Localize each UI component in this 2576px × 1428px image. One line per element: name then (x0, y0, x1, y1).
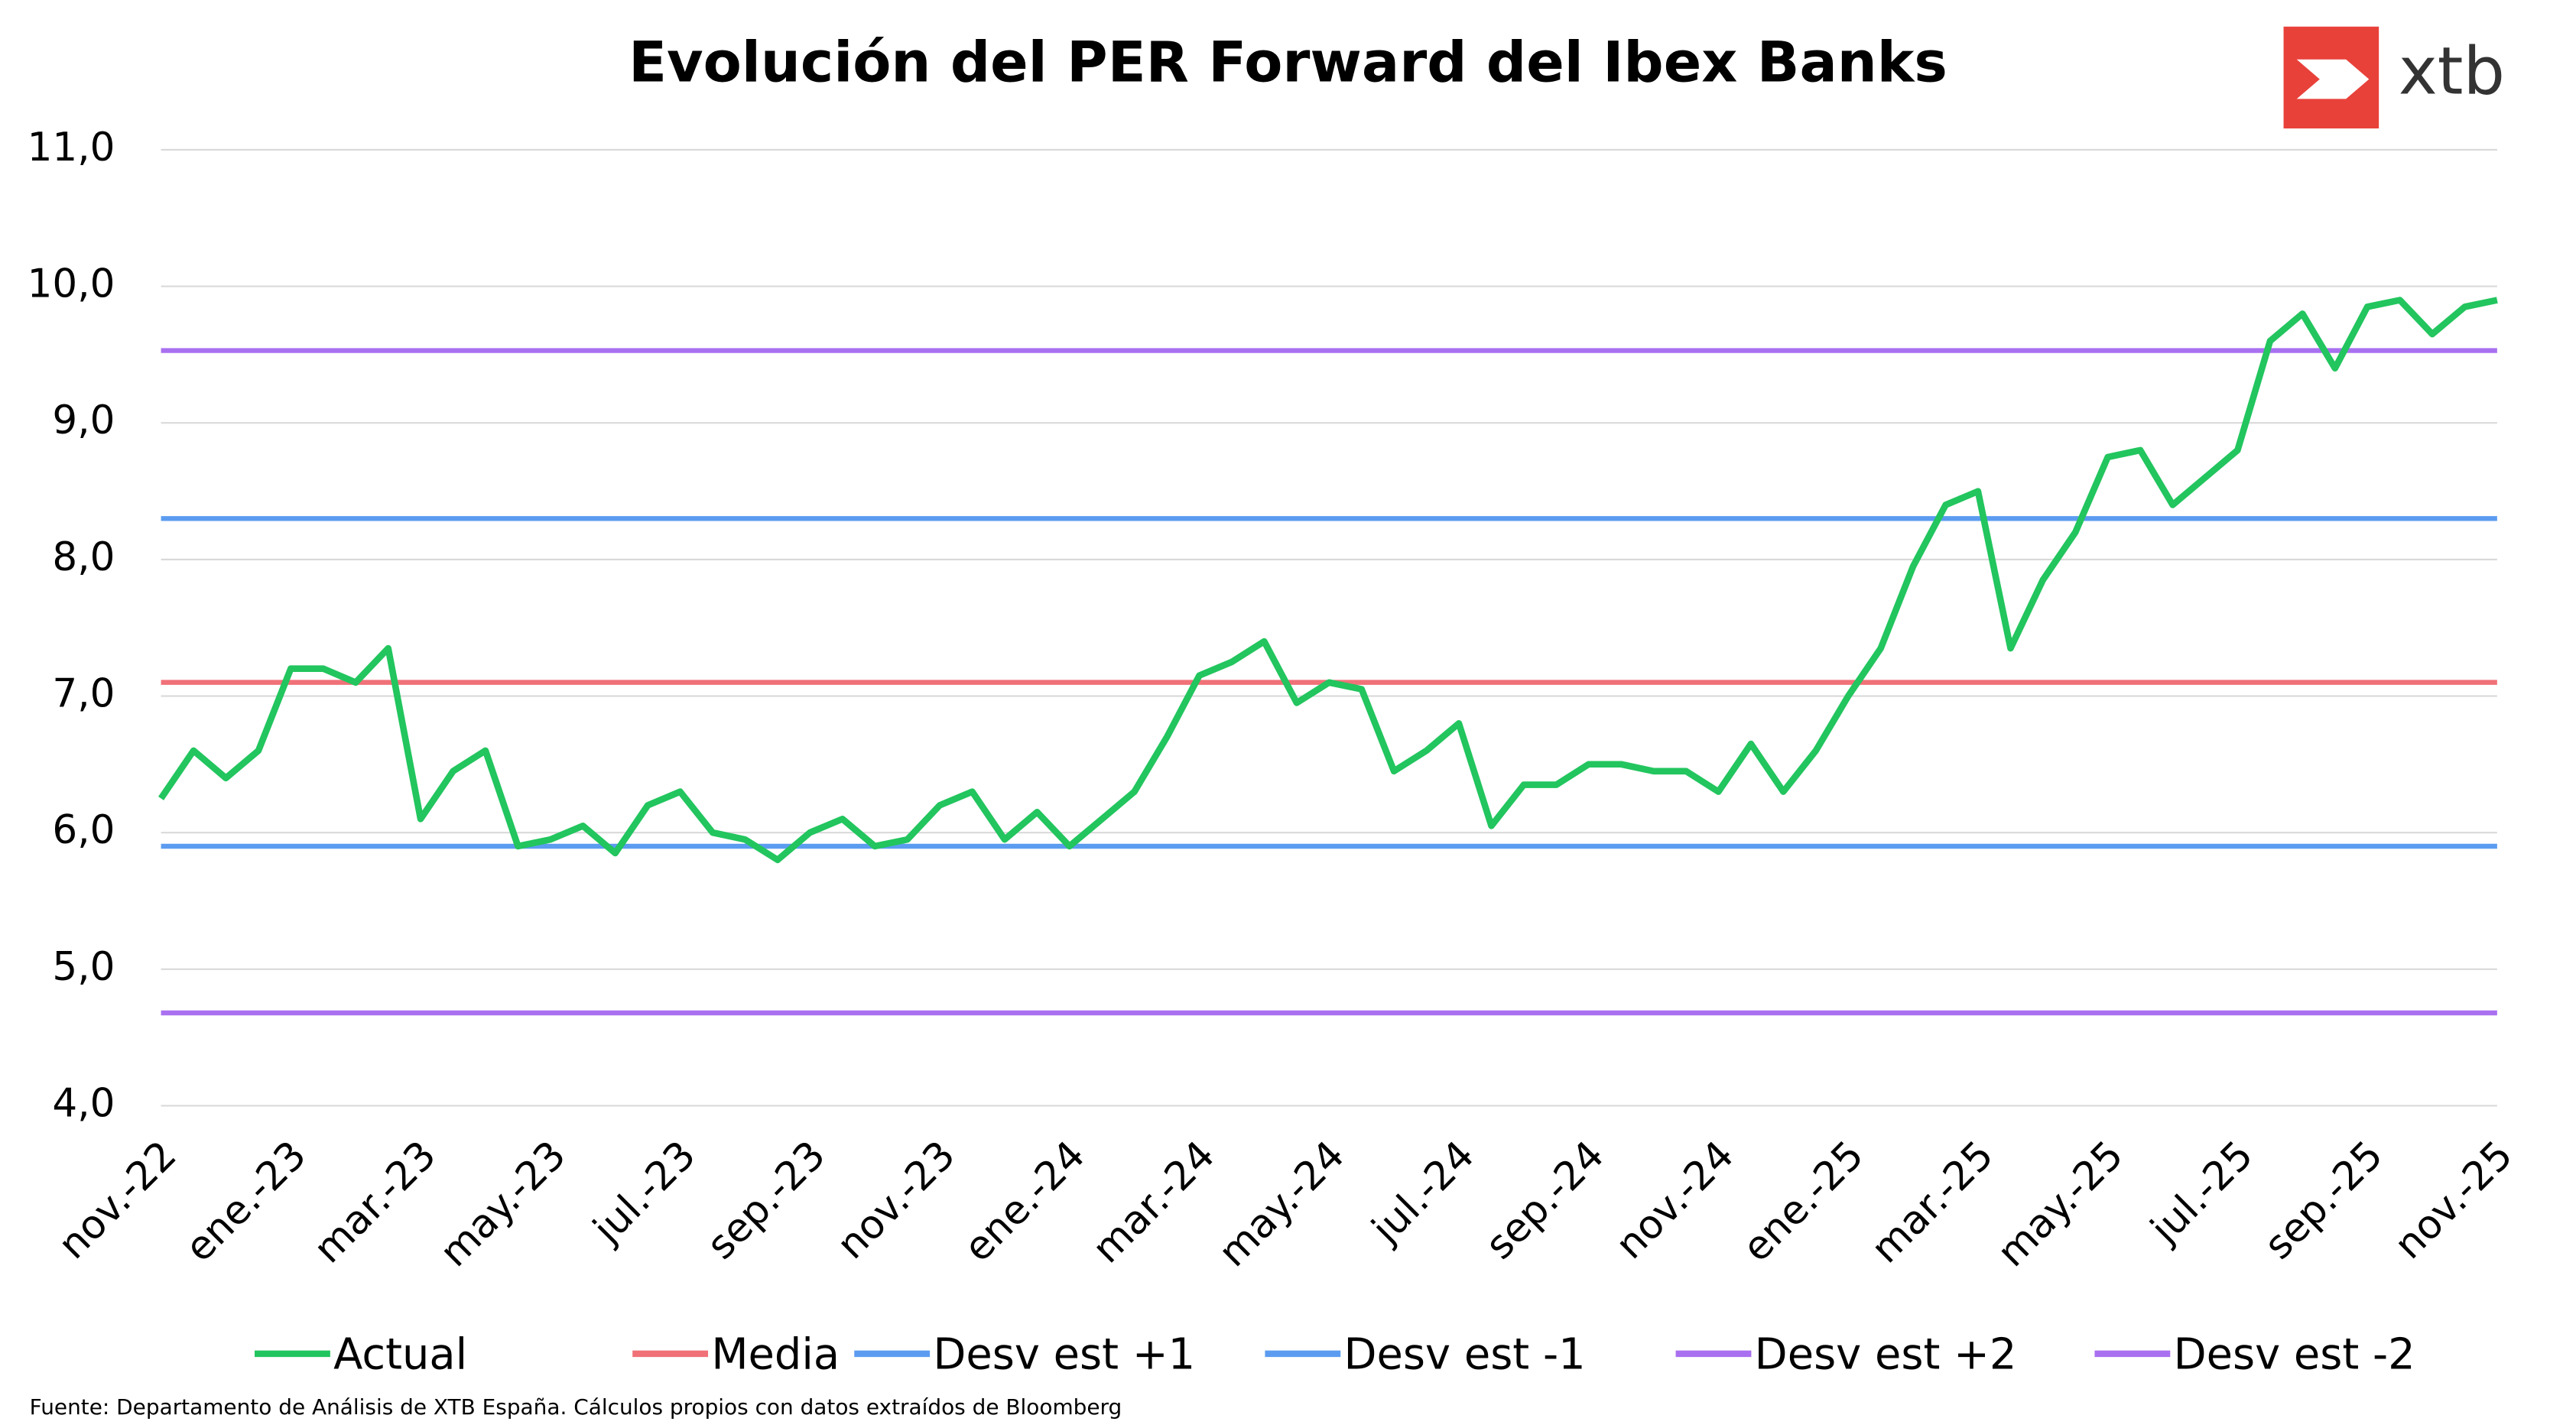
legend-label: Desv est +1 (933, 1329, 1195, 1379)
y-tick-label: 11,0 (28, 125, 115, 170)
legend-label: Desv est +2 (1755, 1329, 2017, 1379)
x-tick-label: mar.-25 (1863, 1132, 2003, 1272)
y-tick-label: 5,0 (52, 944, 115, 990)
x-tick-label: ene.-25 (1734, 1132, 1873, 1271)
legend-label: Actual (333, 1329, 467, 1379)
y-tick-label: 7,0 (52, 671, 115, 717)
legend-label: Desv est -2 (2174, 1329, 2415, 1379)
y-tick-label: 10,0 (28, 261, 115, 307)
legend-label: Desv est -1 (1344, 1329, 1586, 1379)
source-note: Fuente: Departamento de Análisis de XTB … (30, 1394, 1122, 1420)
logo-icon (2296, 59, 2370, 99)
x-tick-label: nov.-22 (50, 1132, 186, 1268)
logo-text: xtb (2399, 34, 2505, 110)
y-tick-label: 6,0 (52, 807, 115, 853)
legend-label: Media (711, 1329, 840, 1379)
x-tick-label: jul.-23 (584, 1132, 705, 1253)
x-tick-label: nov.-24 (1607, 1132, 1743, 1268)
x-tick-label: mar.-24 (1083, 1132, 1223, 1272)
x-tick-label: may.-25 (1989, 1132, 2133, 1276)
x-tick-label: mar.-23 (305, 1132, 445, 1272)
x-tick-label: sep.-24 (1477, 1132, 1613, 1268)
x-tick-label: jul.-24 (1363, 1132, 1483, 1253)
x-tick-label: ene.-23 (177, 1132, 316, 1271)
y-tick-label: 9,0 (52, 398, 115, 443)
y-tick-label: 8,0 (52, 534, 115, 580)
series-line (158, 297, 2498, 864)
x-tick-label: nov.-23 (828, 1132, 964, 1268)
x-tick-label: ene.-24 (955, 1132, 1094, 1271)
x-tick-label: sep.-25 (2256, 1132, 2392, 1268)
x-tick-label: may.-23 (431, 1132, 575, 1276)
x-tick-label: nov.-25 (2386, 1132, 2522, 1268)
x-tick-label: jul.-25 (2142, 1132, 2263, 1253)
y-tick-label: 4,0 (52, 1080, 115, 1126)
chart-title: Evolución del PER Forward del Ibex Banks (629, 30, 1947, 95)
x-tick-label: may.-24 (1210, 1132, 1353, 1276)
x-tick-label: sep.-23 (698, 1132, 834, 1268)
